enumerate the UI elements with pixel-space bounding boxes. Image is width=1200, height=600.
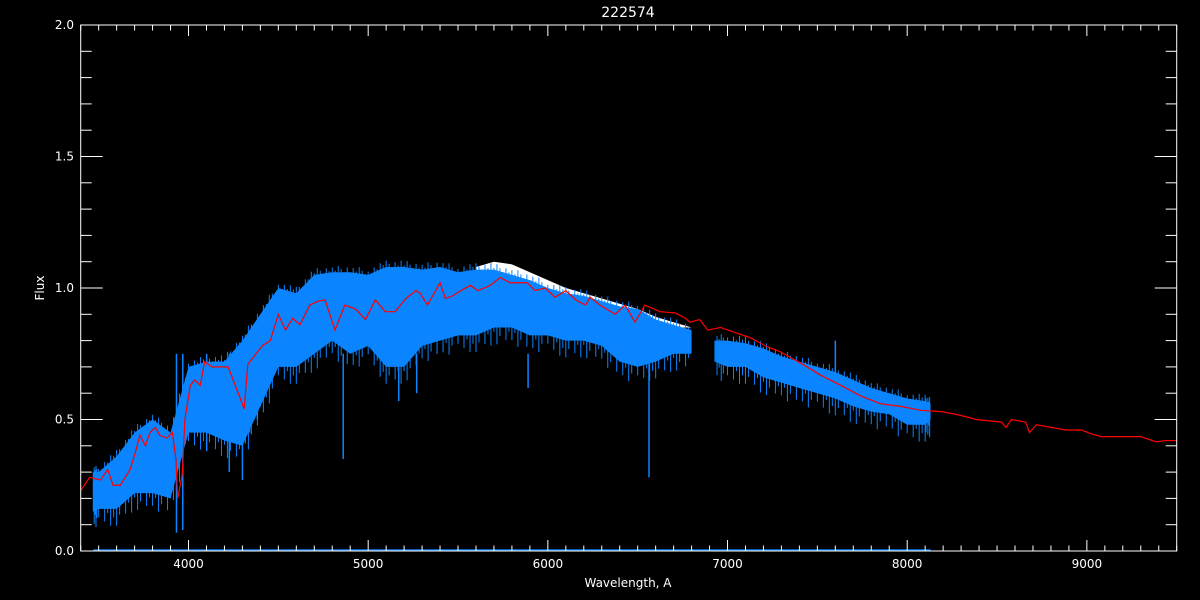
chart-title: 222574 bbox=[601, 5, 655, 21]
y-tick-label: 2.0 bbox=[55, 18, 74, 32]
x-tick-label: 8000 bbox=[892, 557, 923, 571]
x-tick-label: 5000 bbox=[353, 557, 384, 571]
y-tick-label: 1.5 bbox=[55, 150, 74, 164]
x-tick-label: 7000 bbox=[712, 557, 743, 571]
y-tick-label: 0.0 bbox=[55, 544, 74, 558]
y-axis-label: Flux bbox=[33, 276, 47, 301]
model-spectrum-line bbox=[80, 276, 1177, 499]
y-tick-label: 1.0 bbox=[55, 281, 74, 295]
x-tick-label: 9000 bbox=[1072, 557, 1103, 571]
axes: 4000 5000 6000 7000 8000 9000 0.0 0.5 1.0 1.5 2.0 bbox=[55, 18, 1178, 571]
y-tick-label: 0.5 bbox=[55, 413, 74, 427]
observed-spectrum-band bbox=[714, 340, 931, 425]
x-tick-label: 6000 bbox=[533, 557, 564, 571]
plot-marks bbox=[80, 260, 1177, 551]
x-axis-label: Wavelength, A bbox=[584, 576, 672, 590]
x-tick-label: 4000 bbox=[173, 557, 204, 571]
plot-frame bbox=[80, 24, 1178, 552]
